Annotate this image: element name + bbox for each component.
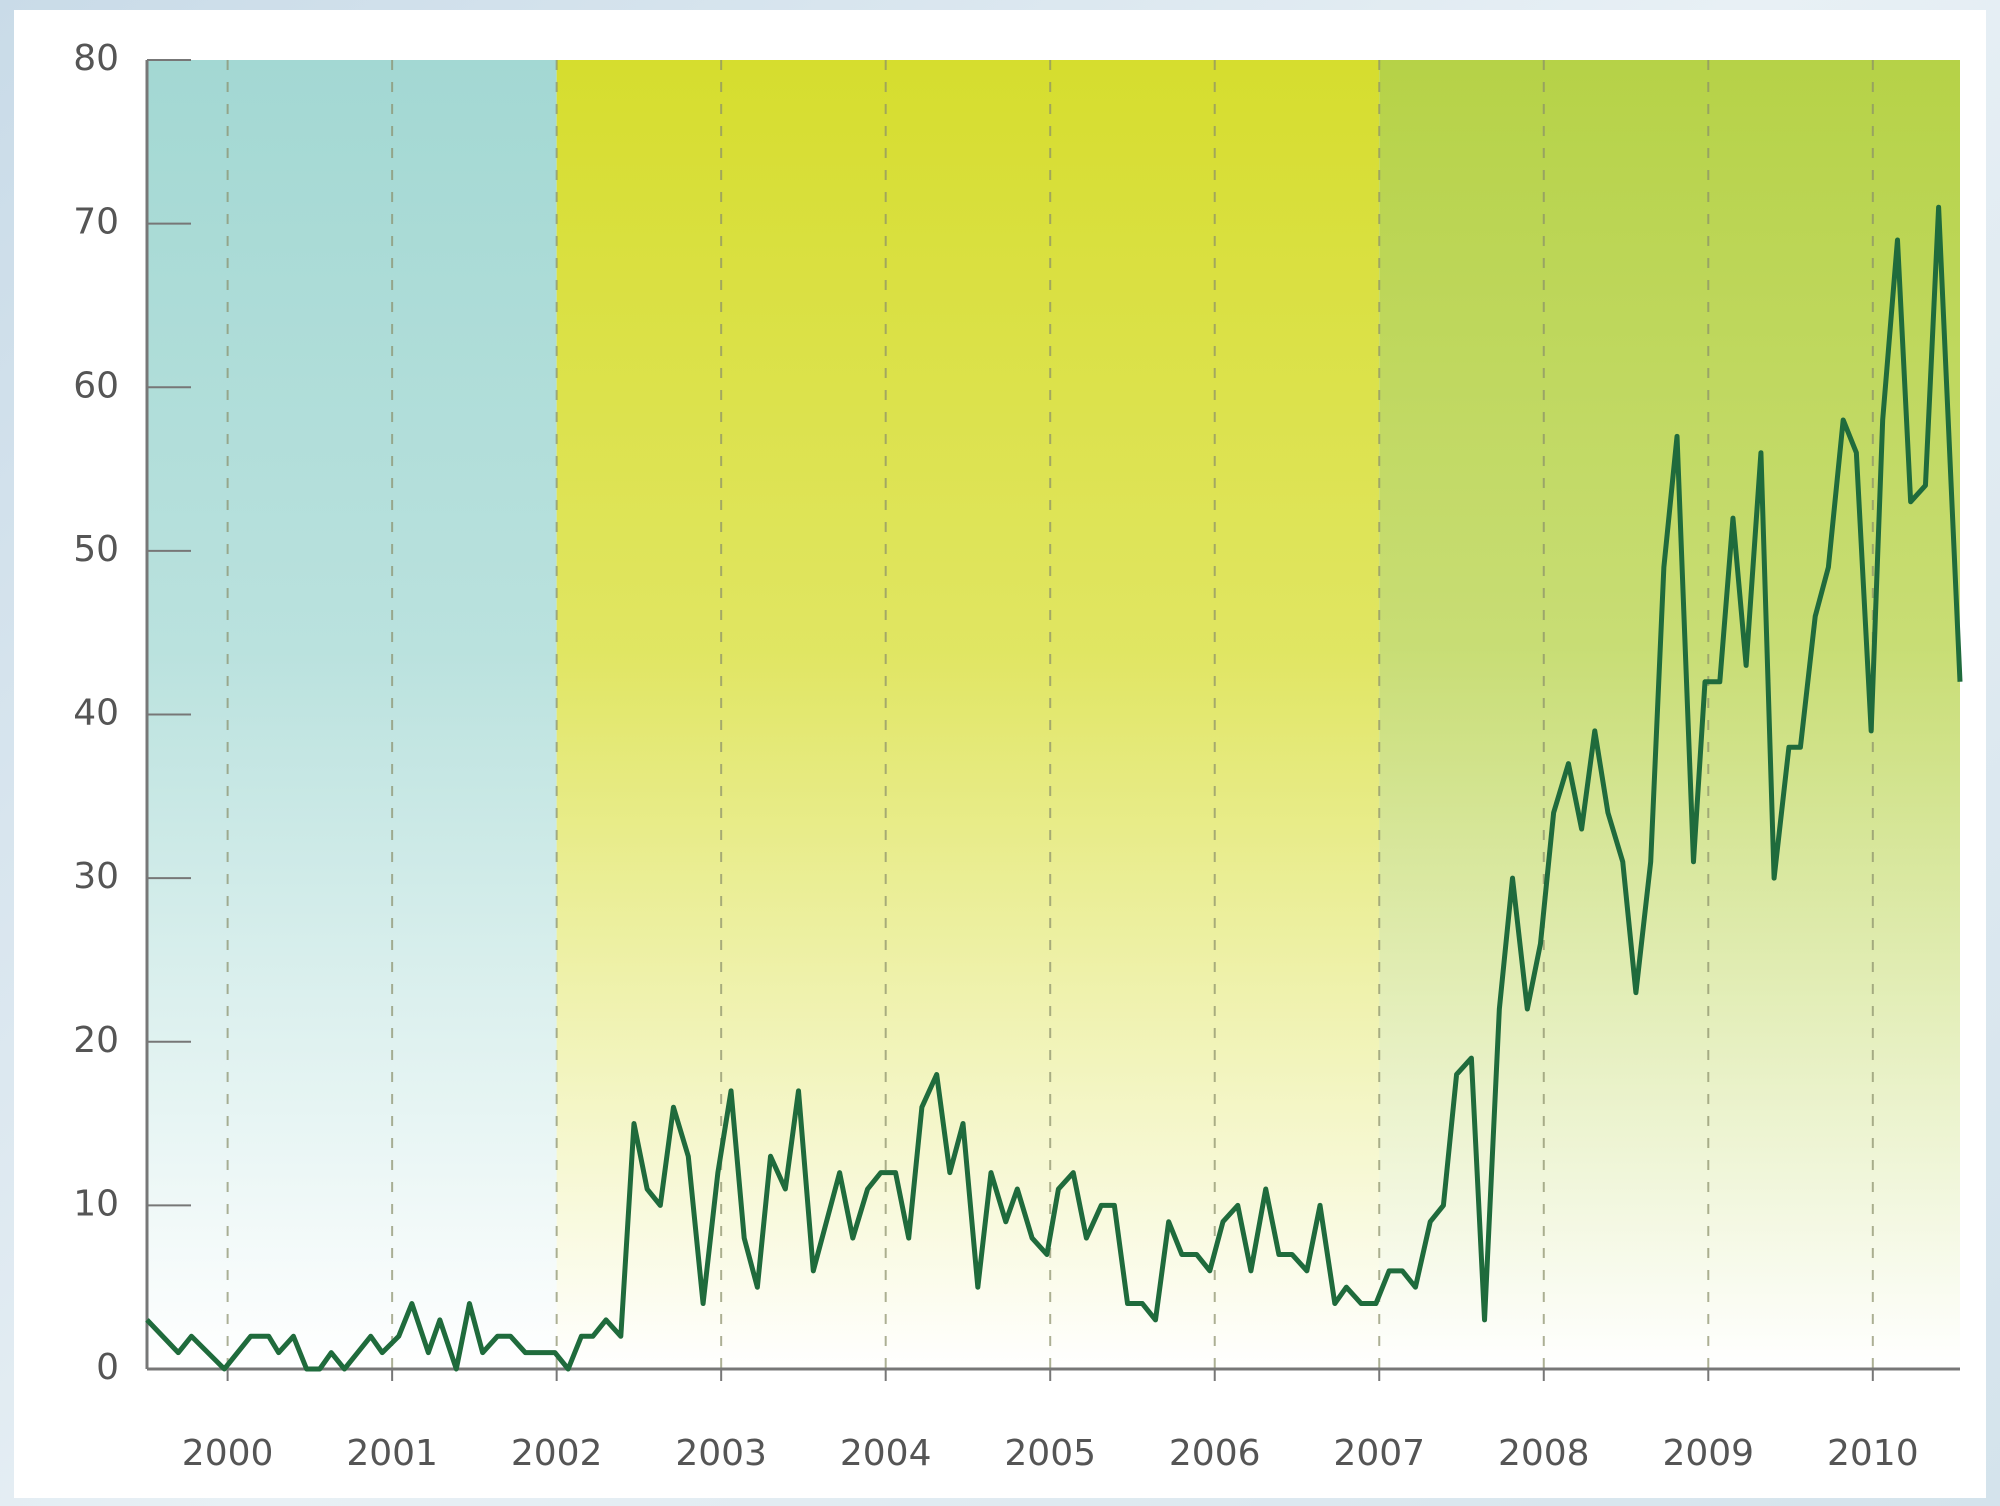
y-tick-label: 60	[73, 365, 119, 406]
x-tick-label: 2004	[840, 1433, 932, 1474]
x-tick-label: 2010	[1827, 1433, 1919, 1474]
line-series	[145, 204, 1963, 1372]
y-tick-label: 10	[73, 1183, 119, 1224]
x-tick-label: 2003	[675, 1433, 767, 1474]
x-tick-label: 2001	[346, 1433, 438, 1474]
x-tick-label: 2008	[1498, 1433, 1590, 1474]
y-tick-label: 0	[96, 1347, 119, 1388]
y-tick-label: 70	[73, 202, 119, 243]
y-tick-label: 30	[73, 856, 119, 897]
y-tick-label: 50	[73, 529, 119, 570]
y-tick-label: 40	[73, 693, 119, 734]
y-tick-label: 20	[73, 1020, 119, 1061]
y-tick-label: 80	[73, 38, 119, 79]
x-tick-label: 2006	[1169, 1433, 1261, 1474]
x-tick-label: 2009	[1662, 1433, 1754, 1474]
x-tick-label: 2000	[182, 1433, 274, 1474]
x-tick-label: 2007	[1333, 1433, 1425, 1474]
x-tick-label: 2002	[511, 1433, 603, 1474]
x-tick-label: 2005	[1004, 1433, 1096, 1474]
band	[147, 60, 557, 1369]
